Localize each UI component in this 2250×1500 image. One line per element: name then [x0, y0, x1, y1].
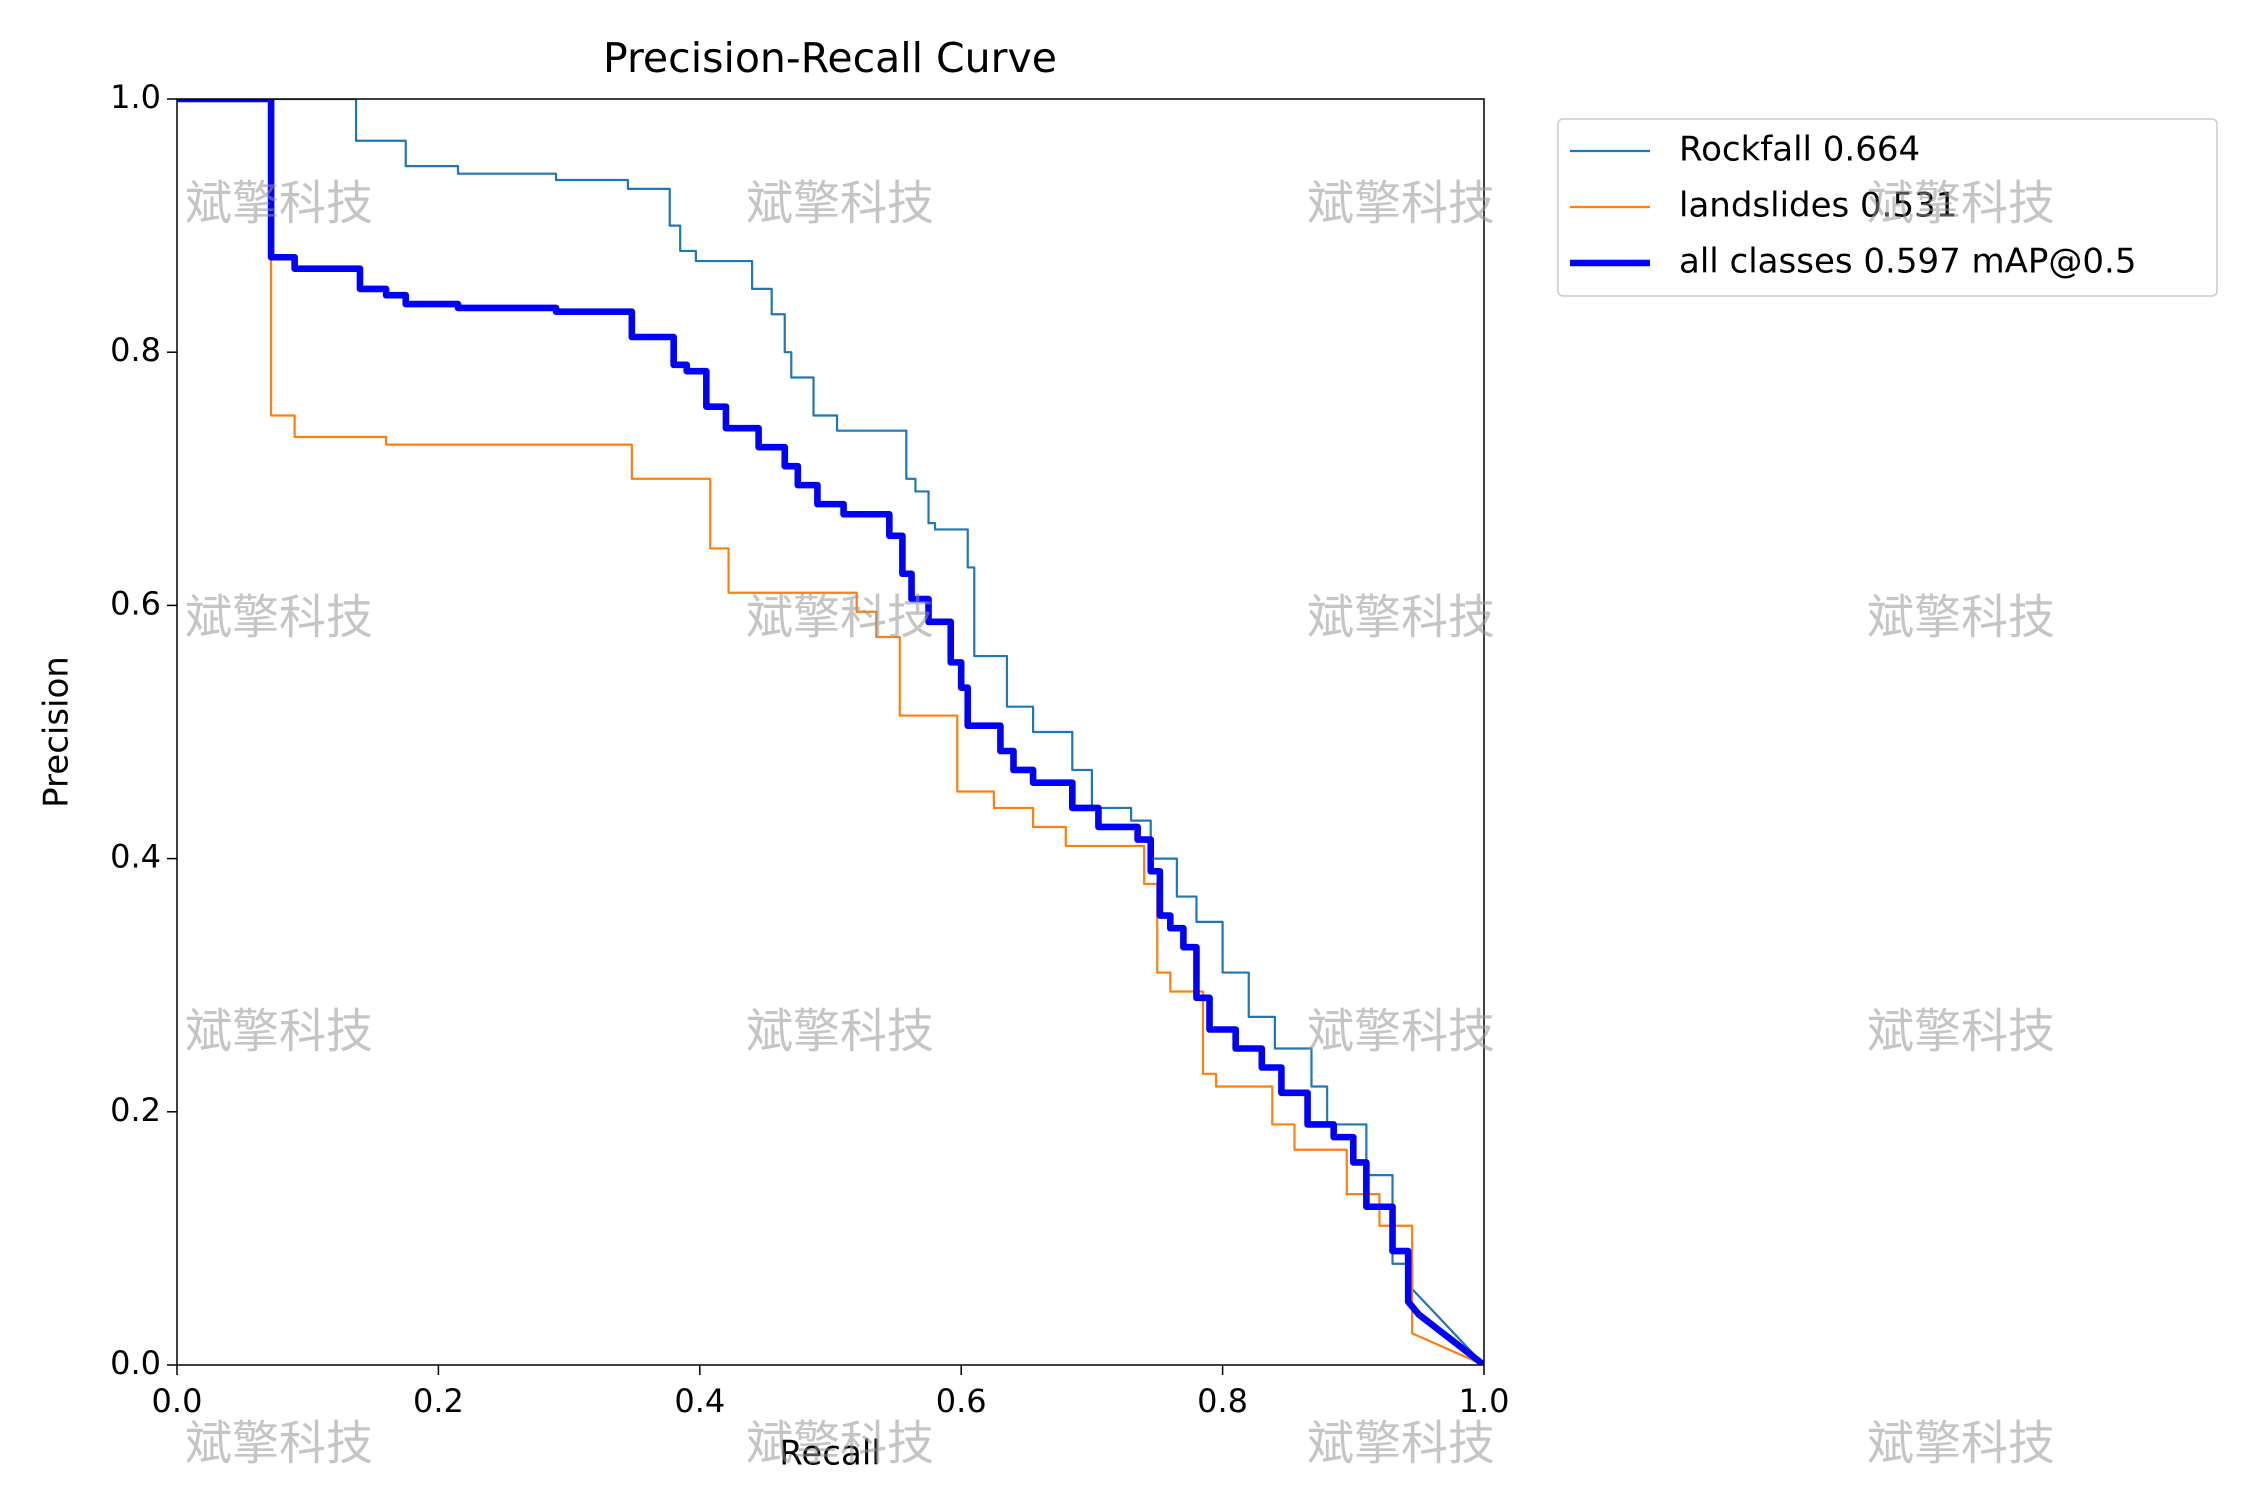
- y-tick-label: 0.0: [110, 1344, 161, 1382]
- legend-label: all classes 0.597 mAP@0.5: [1679, 242, 2136, 282]
- y-axis-label: Precision: [37, 656, 77, 808]
- y-tick-label: 1.0: [110, 78, 161, 116]
- x-tick-label: 0.8: [1197, 1382, 1248, 1420]
- pr-curve: [177, 99, 1484, 1365]
- x-axis-label: Recall: [779, 1434, 880, 1474]
- watermark: 斌擎科技: [185, 1005, 373, 1060]
- y-tick-label: 0.6: [110, 584, 161, 622]
- watermark: 斌擎科技: [185, 591, 373, 646]
- legend-label: Rockfall 0.664: [1679, 130, 1920, 170]
- x-tick-label: 0.6: [936, 1382, 987, 1420]
- legend-box: [1557, 118, 2218, 297]
- y-tick-label: 0.8: [110, 331, 161, 369]
- watermark: 斌擎科技: [746, 177, 934, 232]
- x-tick-label: 0.2: [413, 1382, 464, 1420]
- watermark: 斌擎科技: [1307, 177, 1495, 232]
- y-tick-label: 0.2: [110, 1091, 161, 1129]
- watermark: 斌擎科技: [1307, 591, 1495, 646]
- watermark: 斌擎科技: [746, 1417, 934, 1472]
- y-tick-label: 0.4: [110, 838, 161, 876]
- watermark: 斌擎科技: [1307, 1005, 1495, 1060]
- watermark: 斌擎科技: [1307, 1417, 1495, 1472]
- watermark: 斌擎科技: [1867, 1005, 2055, 1060]
- x-tick-label: 0.4: [674, 1382, 725, 1420]
- x-tick-label: 1.0: [1459, 1382, 1510, 1420]
- watermark: 斌擎科技: [185, 1417, 373, 1472]
- plot-frame: [176, 98, 1485, 1366]
- watermark: 斌擎科技: [1867, 177, 2055, 232]
- watermark: 斌擎科技: [746, 1005, 934, 1060]
- chart-title: Precision-Recall Curve: [603, 34, 1057, 82]
- watermark: 斌擎科技: [1867, 1417, 2055, 1472]
- pr-curve: [177, 99, 1484, 1365]
- x-tick-label: 0.0: [152, 1382, 203, 1420]
- watermark: 斌擎科技: [1867, 591, 2055, 646]
- legend-label: landslides 0.531: [1679, 186, 1957, 226]
- pr-curve: [177, 99, 1484, 1365]
- watermark: 斌擎科技: [185, 177, 373, 232]
- watermark: 斌擎科技: [746, 591, 934, 646]
